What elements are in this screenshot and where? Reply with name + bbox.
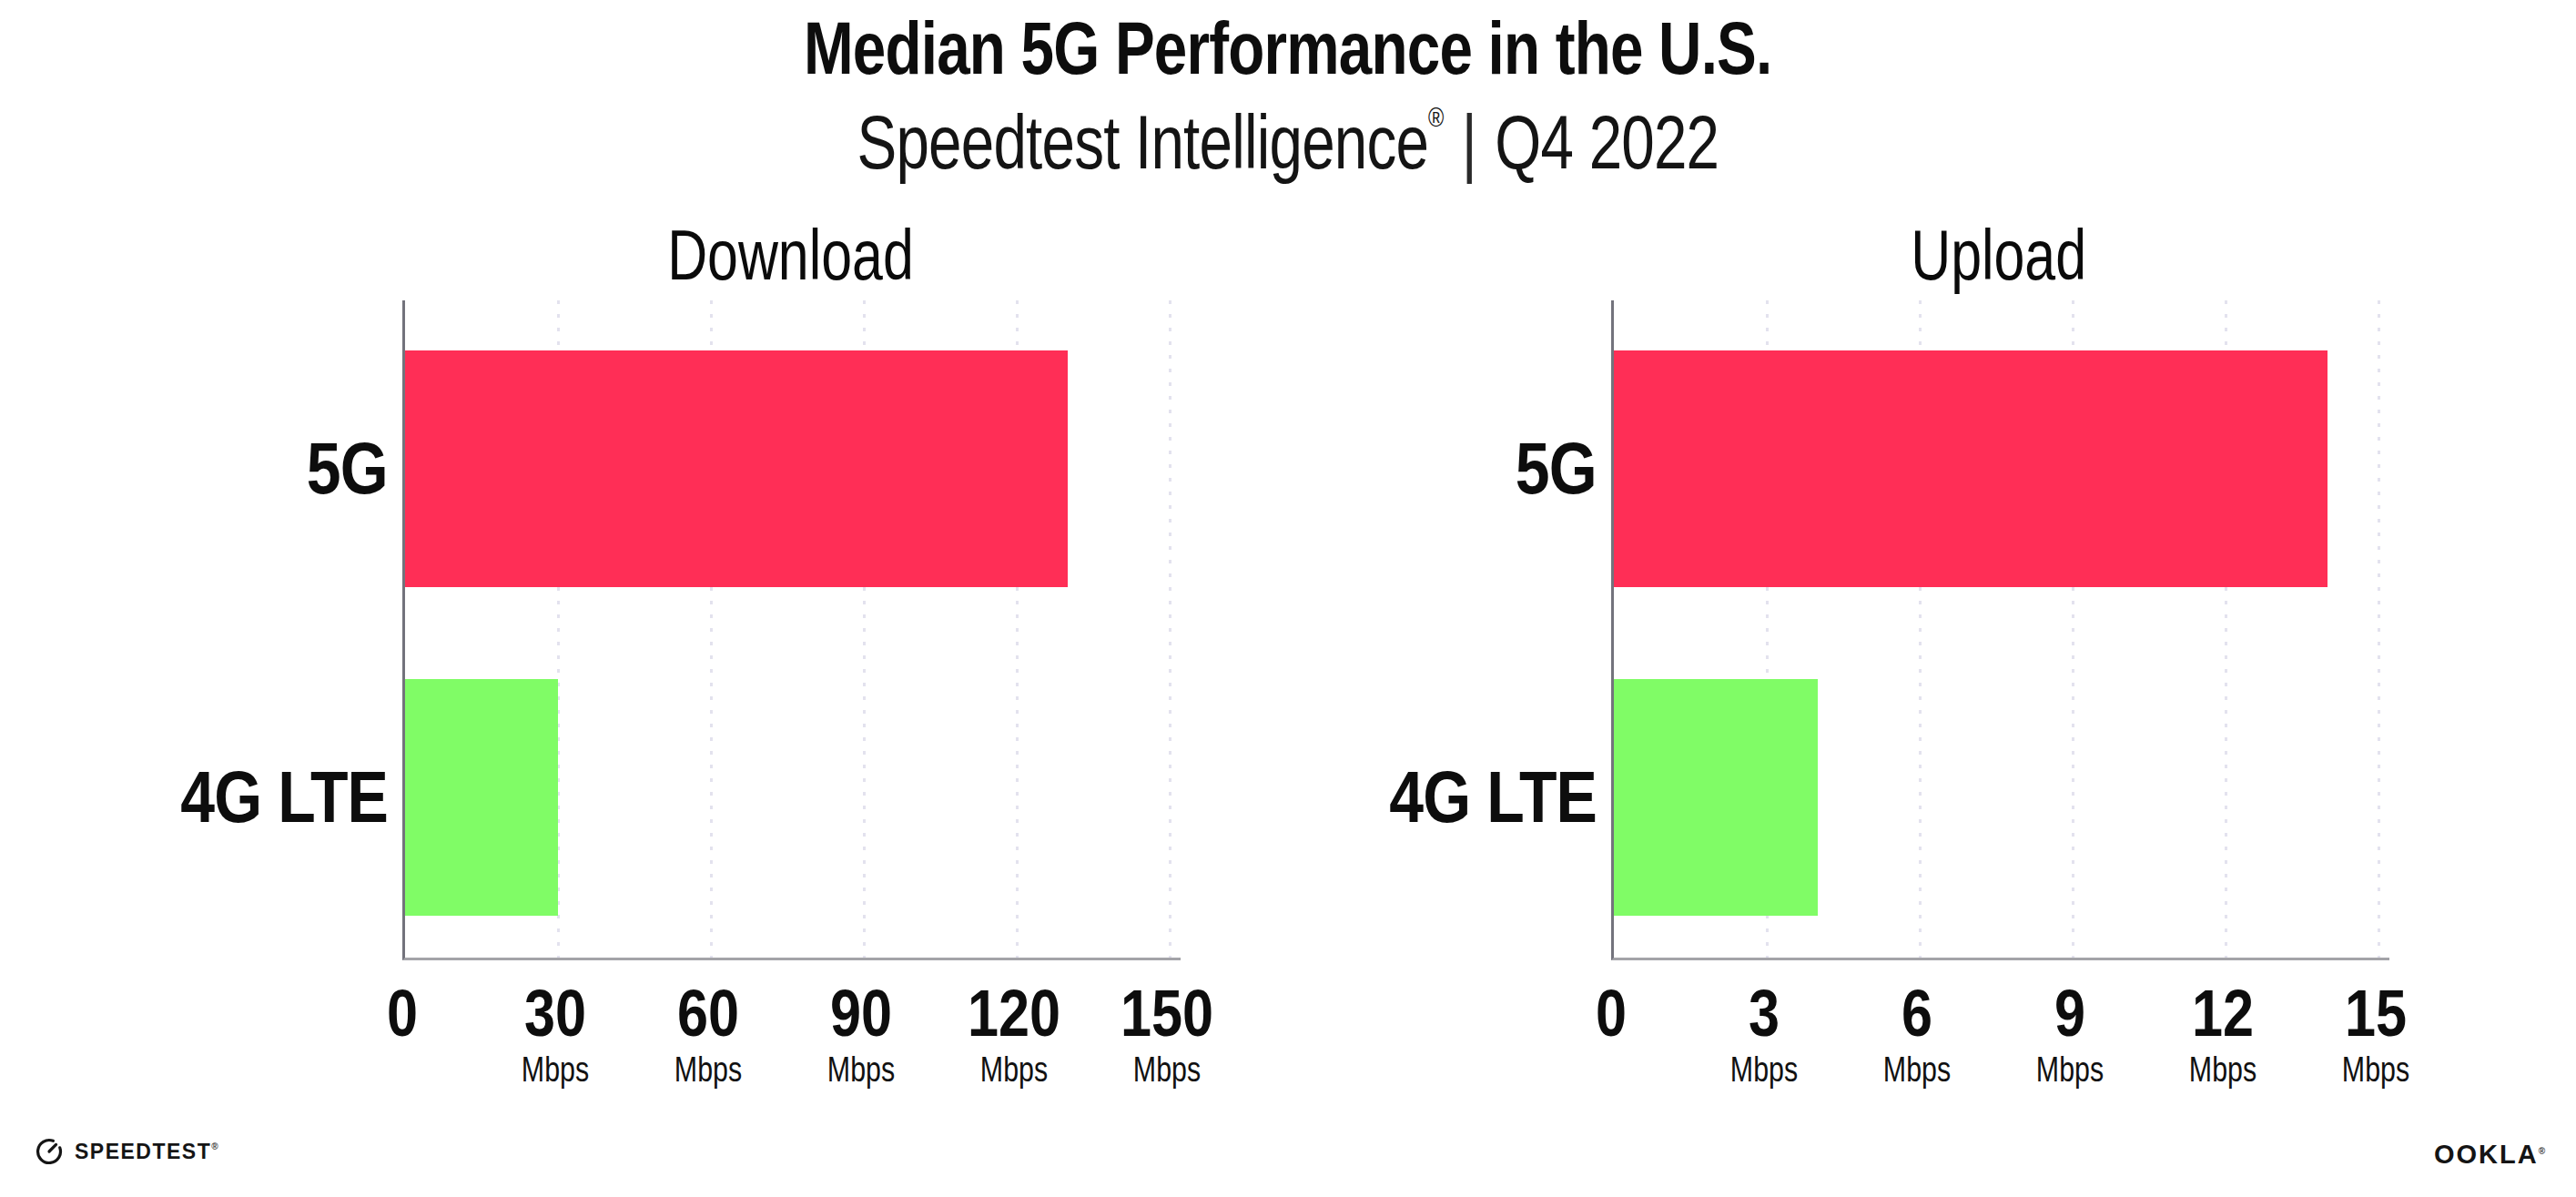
x-axis-tick-unit: Mbps [1883, 1049, 1951, 1090]
category-label: 5G [137, 423, 388, 514]
category-label: 4G LTE [1345, 752, 1597, 843]
page-title: Median 5G Performance in the U.S. [0, 5, 2576, 91]
x-axis-tick-value: 15 [2340, 978, 2412, 1049]
x-axis-tick: 15Mbps [2334, 978, 2419, 1090]
x-axis-tick-value: 3 [1729, 978, 1800, 1049]
x-axis-tick: 60Mbps [666, 978, 751, 1090]
ookla-logo: OOKLA® [2434, 1140, 2547, 1169]
x-axis-tick-value: 0 [1596, 978, 1627, 1049]
chart-title-text: Download [667, 217, 914, 293]
page-subtitle: Speedtest Intelligence®|Q4 2022 [0, 98, 2576, 187]
x-axis-tick-value: 6 [1881, 978, 1953, 1049]
x-axis-tick-unit: Mbps [2036, 1049, 2104, 1090]
gridline [2378, 300, 2380, 958]
ookla-wordmark: OOKLA® [2434, 1140, 2547, 1169]
x-axis-tick-unit: Mbps [827, 1049, 895, 1090]
category-label: 5G [1345, 423, 1597, 514]
subtitle-divider: | [1444, 99, 1496, 185]
x-axis-tick: 12Mbps [2181, 978, 2266, 1090]
x-axis-tick: 150Mbps [1112, 978, 1222, 1090]
plot-area [1611, 300, 2389, 960]
x-axis-tick-unit: Mbps [1730, 1049, 1798, 1090]
chart-title: Download [402, 217, 1178, 300]
bar-4g-lte [405, 679, 558, 916]
x-axis-tick: 90Mbps [819, 978, 904, 1090]
x-axis-tick-unit: Mbps [1123, 1049, 1211, 1090]
bar-5g [405, 350, 1068, 587]
registered-trademark-icon: ® [1428, 102, 1443, 132]
chart-title-text: Upload [1912, 217, 2087, 293]
speedtest-gauge-icon [35, 1137, 64, 1166]
x-axis-tick-unit: Mbps [2189, 1049, 2257, 1090]
speedtest-logo: SPEEDTEST® [35, 1136, 219, 1167]
registered-trademark-icon: ® [211, 1141, 219, 1151]
x-axis-tick: 30Mbps [513, 978, 598, 1090]
x-axis-tick-value: 12 [2187, 978, 2259, 1049]
x-axis-tick-unit: Mbps [2342, 1049, 2409, 1090]
y-axis-labels: 5G 4G LTE [1345, 300, 1597, 958]
chart-plot-region: 5G 4G LTE [1345, 300, 2401, 958]
x-axis-tick-value: 120 [968, 978, 1060, 1049]
bar-4g-lte [1614, 679, 1818, 916]
registered-trademark-icon: ® [2539, 1146, 2547, 1156]
x-axis-tick-value: 0 [387, 978, 418, 1049]
page-title-text: Median 5G Performance in the U.S. [804, 5, 1772, 91]
x-axis-tick: 6Mbps [1875, 978, 1960, 1090]
x-axis-tick-unit: Mbps [674, 1049, 742, 1090]
subtitle-brand: Speedtest Intelligence [857, 99, 1429, 185]
x-axis-tick: 9Mbps [2028, 978, 2113, 1090]
x-axis-tick: 3Mbps [1722, 978, 1807, 1090]
chart-plot-region: 5G 4G LTE [137, 300, 1192, 958]
x-axis-tick-unit: Mbps [522, 1049, 589, 1090]
x-axis-tick-unit: Mbps [970, 1049, 1058, 1090]
x-axis-tick-value: 9 [2034, 978, 2106, 1049]
x-axis: 030Mbps60Mbps90Mbps120Mbps150Mbps [402, 958, 1178, 1131]
subtitle-period: Q4 2022 [1495, 99, 1719, 185]
infographic-canvas: Median 5G Performance in the U.S. Speedt… [0, 0, 2576, 1197]
x-axis-tick: 0 [1593, 978, 1629, 1049]
gridline [1169, 300, 1171, 958]
plot-area [402, 300, 1181, 960]
x-axis-tick-value: 150 [1121, 978, 1213, 1049]
speedtest-wordmark: SPEEDTEST® [75, 1140, 219, 1164]
x-axis-tick: 120Mbps [959, 978, 1069, 1090]
download-chart: Download 5G4G LTE 030Mbps60Mbps90Mbps120… [137, 217, 1192, 1136]
y-axis-labels: 5G 4G LTE [137, 300, 388, 958]
x-axis-tick-value: 60 [673, 978, 745, 1049]
chart-title: Upload [1611, 217, 2387, 300]
category-label: 4G LTE [137, 752, 388, 843]
bar-5g [1614, 350, 2328, 587]
x-axis-tick: 0 [384, 978, 421, 1049]
x-axis: 03Mbps6Mbps9Mbps12Mbps15Mbps [1611, 958, 2387, 1131]
x-axis-tick-value: 90 [826, 978, 898, 1049]
upload-chart: Upload 5G4G LTE 03Mbps6Mbps9Mbps12Mbps15… [1345, 217, 2401, 1136]
x-axis-tick-value: 30 [520, 978, 592, 1049]
